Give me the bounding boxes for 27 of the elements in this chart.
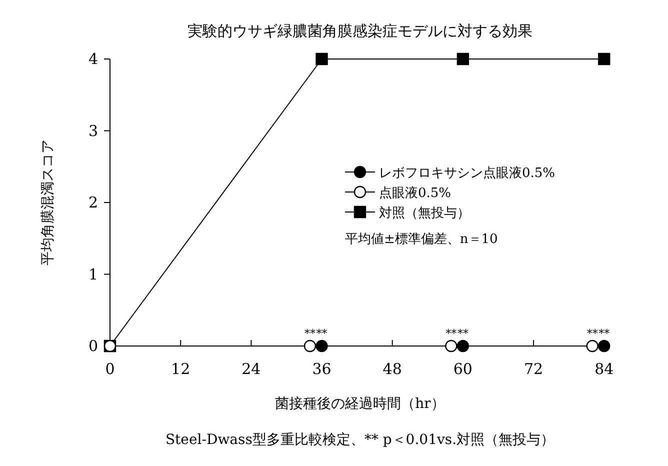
text: Steel-Dwass型多重比較検定、** p＜0.01vs.対照（無投与） xyxy=(165,432,555,448)
annotation: ** xyxy=(446,327,458,340)
annotation: 平均値±標準偏差、n＝10 xyxy=(345,232,498,247)
annotation: ** xyxy=(598,327,610,340)
y-tick-label: 1 xyxy=(88,265,98,284)
x-tick-label: 72 xyxy=(524,360,544,378)
x-tick-label: 12 xyxy=(171,360,190,378)
y-tick-label: 3 xyxy=(88,122,98,140)
x-tick-label: 36 xyxy=(312,360,332,378)
annotation: ** xyxy=(457,327,469,340)
annotation: ** xyxy=(586,327,598,340)
legend-label: レボフロキサシン点眼液0.5% xyxy=(379,166,556,181)
chart-title: 実験的ウサギ緑膿菌角膜感染症モデルに対する効果 xyxy=(188,22,532,40)
x-tick-label: 48 xyxy=(382,360,402,378)
x-tick-label: 24 xyxy=(242,360,261,378)
legend-label: 点眼液0.5% xyxy=(379,186,452,201)
y-tick-label: 0 xyxy=(88,337,98,355)
y-tick-label: 2 xyxy=(88,194,98,212)
annotation: ** xyxy=(304,327,316,340)
y-tick-label: 4 xyxy=(88,50,98,68)
x-tick-label: 60 xyxy=(453,360,472,378)
y-axis-title: 平均角膜混濁スコア xyxy=(40,140,56,266)
x-axis-title: 菌接種後の経過時間（hr） xyxy=(275,396,445,412)
legend-label: 対照（無投与） xyxy=(379,205,470,221)
x-tick-label: 84 xyxy=(594,360,614,378)
annotation: ** xyxy=(316,327,328,340)
x-tick-label: 0 xyxy=(105,360,115,378)
